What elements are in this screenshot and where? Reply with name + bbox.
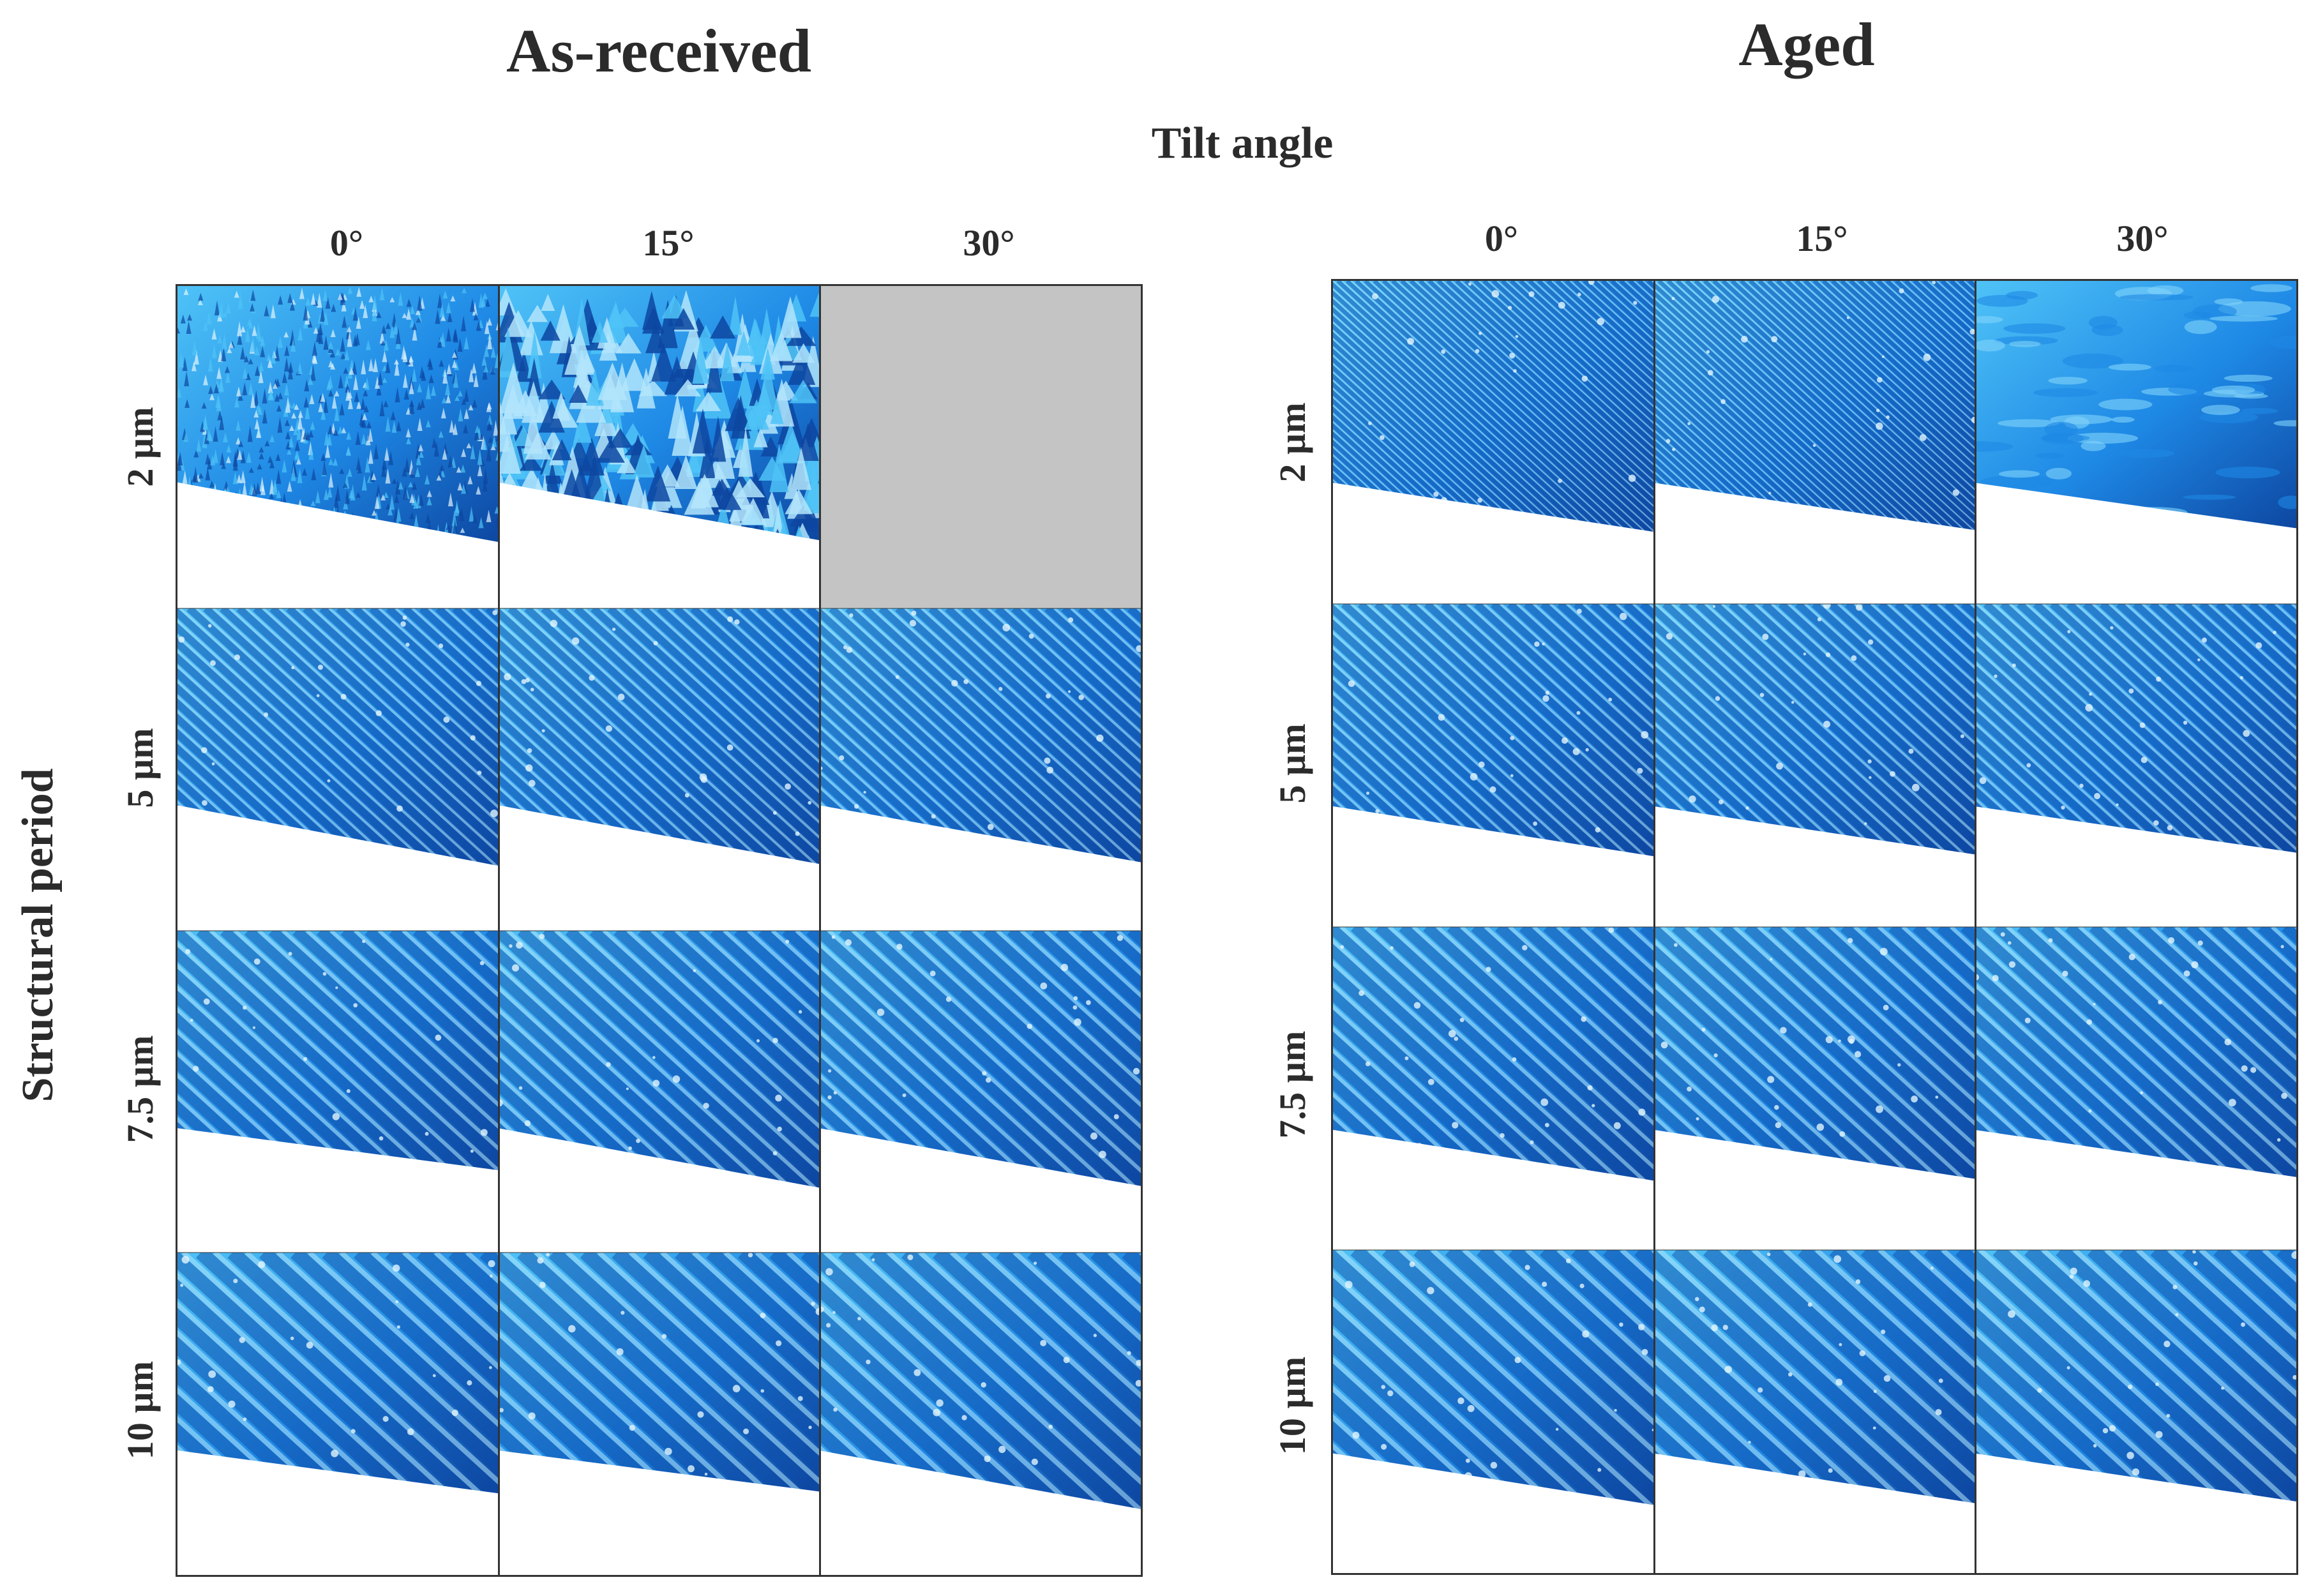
afm-image-aged-r1-c2 bbox=[1975, 604, 2296, 927]
row-label-left-10um: 10 µm bbox=[119, 1360, 161, 1460]
col-label-right-0: 0° bbox=[1484, 218, 1519, 259]
afm-image-aged-r1-c0 bbox=[1333, 604, 1654, 927]
afm-image-as-received-r1-c1 bbox=[499, 608, 820, 931]
afm-image-as-received-r1-c0 bbox=[177, 608, 499, 931]
row-label-left-5um: 5 µm bbox=[119, 728, 161, 808]
row-label-left-7-5um: 7.5 µm bbox=[119, 1035, 161, 1143]
row-label-left-2um: 2 µm bbox=[119, 407, 161, 487]
row-label-right-7-5um: 7.5 µm bbox=[1272, 1030, 1313, 1139]
grid-divider bbox=[177, 1252, 1141, 1254]
title-aged: Aged bbox=[1738, 10, 1875, 79]
row-label-right-10um: 10 µm bbox=[1272, 1356, 1313, 1456]
col-label-left-30: 30° bbox=[963, 222, 1015, 264]
grid-divider bbox=[177, 607, 1141, 609]
afm-image-aged-r2-c2 bbox=[1975, 927, 2296, 1250]
tilt-angle-label: Tilt angle bbox=[1151, 119, 1334, 168]
grid-divider bbox=[1333, 603, 2296, 605]
afm-image-as-received-r2-c0 bbox=[177, 930, 499, 1253]
row-label-right-5um: 5 µm bbox=[1272, 723, 1313, 804]
panel-aged bbox=[1331, 279, 2298, 1575]
afm-image-as-received-r0-c0 bbox=[177, 286, 499, 608]
row-label-right-2um: 2 µm bbox=[1272, 402, 1313, 483]
afm-image-as-received-r3-c0 bbox=[177, 1253, 499, 1575]
afm-image-aged-r1-c1 bbox=[1654, 604, 1975, 927]
afm-image-as-received-r2-c1 bbox=[499, 930, 820, 1253]
col-label-left-15: 15° bbox=[642, 222, 695, 264]
afm-image-aged-r0-c2 bbox=[1975, 281, 2296, 604]
structural-period-label: Structural period bbox=[13, 768, 63, 1103]
afm-image-aged-r0-c0 bbox=[1333, 281, 1654, 604]
afm-image-as-received-r0-c2 bbox=[820, 286, 1141, 608]
grid-divider bbox=[177, 930, 1141, 931]
afm-image-aged-r3-c0 bbox=[1333, 1250, 1654, 1573]
afm-image-aged-r2-c0 bbox=[1333, 927, 1654, 1250]
col-label-right-15: 15° bbox=[1796, 218, 1848, 259]
afm-image-as-received-r1-c2 bbox=[820, 608, 1141, 931]
col-label-left-0: 0° bbox=[329, 222, 364, 264]
col-label-right-30: 30° bbox=[2116, 218, 2169, 259]
title-as-received: As-received bbox=[506, 17, 812, 85]
afm-image-as-received-r3-c1 bbox=[499, 1253, 820, 1575]
afm-image-aged-r2-c1 bbox=[1654, 927, 1975, 1250]
afm-image-as-received-r3-c2 bbox=[820, 1253, 1141, 1575]
afm-image-aged-r3-c2 bbox=[1975, 1250, 2296, 1573]
afm-image-aged-r3-c1 bbox=[1654, 1250, 1975, 1573]
afm-image-as-received-r0-c1 bbox=[499, 286, 820, 608]
panel-as-received bbox=[176, 284, 1143, 1577]
afm-image-as-received-r2-c2 bbox=[820, 930, 1141, 1253]
grid-divider bbox=[1333, 1249, 2296, 1251]
afm-image-aged-r0-c1 bbox=[1654, 281, 1975, 604]
grid-divider bbox=[1333, 926, 2296, 928]
